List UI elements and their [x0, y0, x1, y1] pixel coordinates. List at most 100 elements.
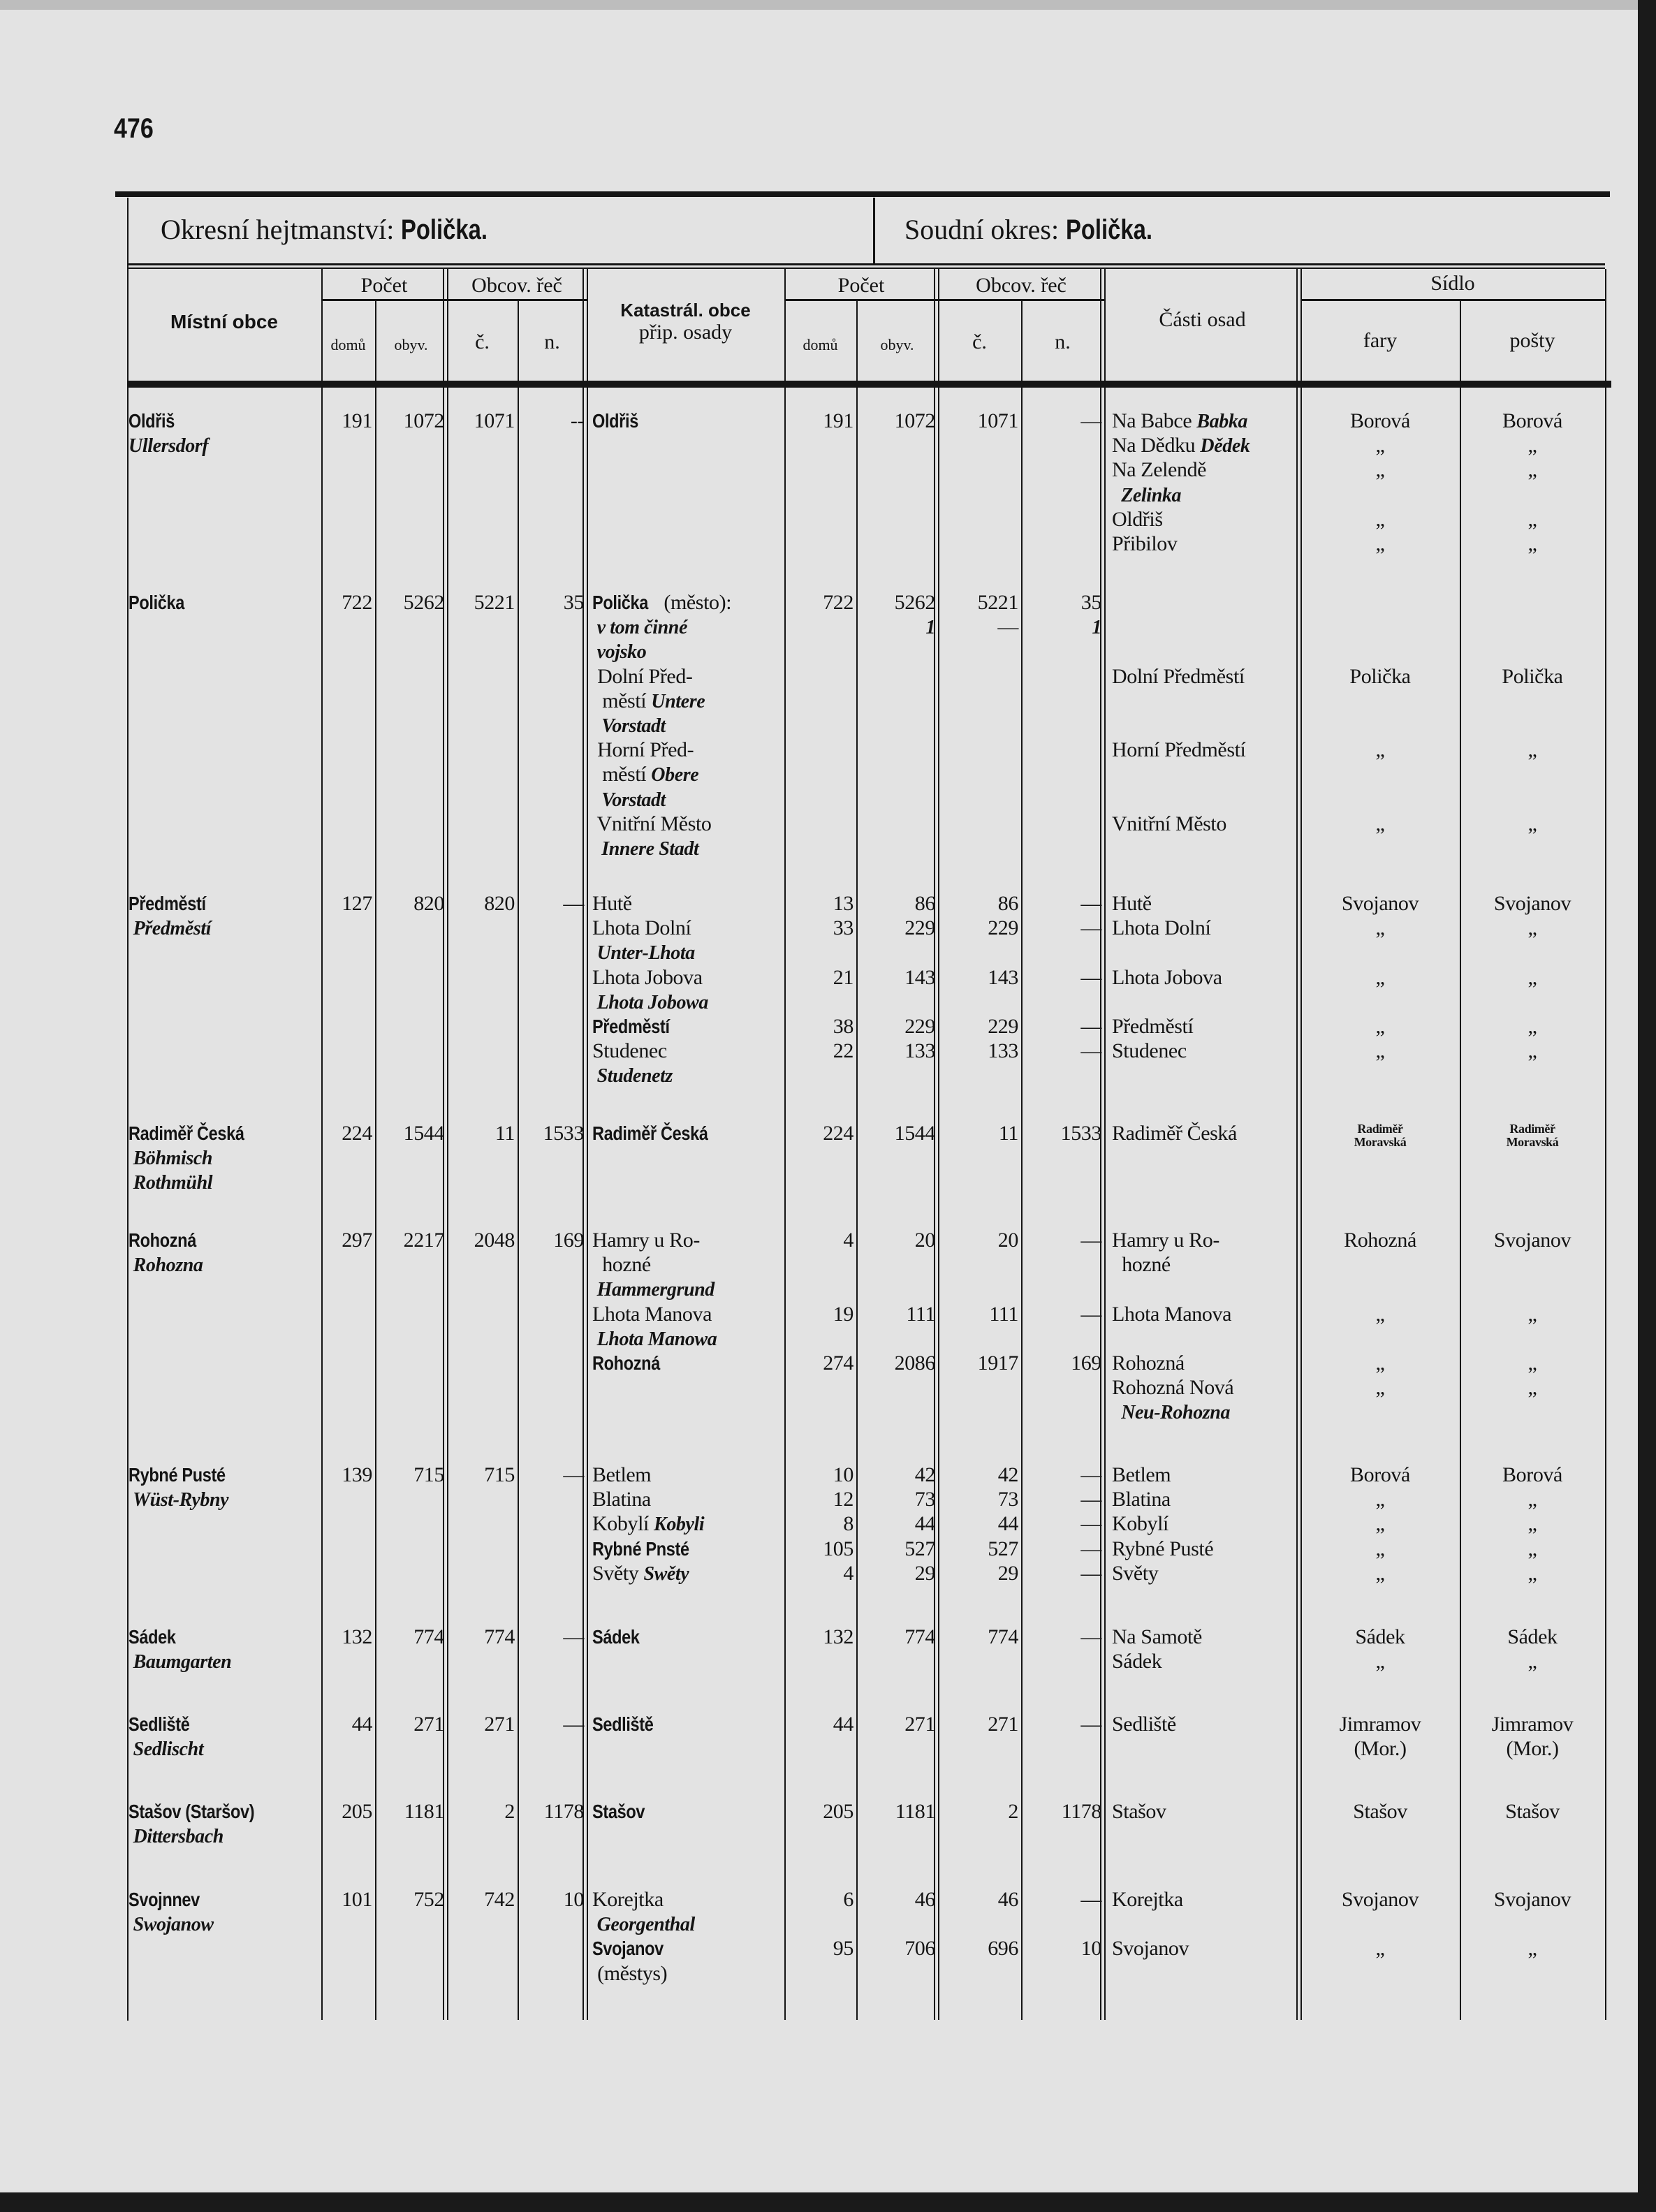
cell-nemecky-2: — — [1080, 409, 1101, 432]
cell-domu-2: 44 — [833, 1713, 854, 1736]
header-obcov-rec-2: Obcov. řeč — [976, 274, 1067, 297]
text: (město): — [659, 591, 732, 614]
cell-cesky-2: 111 — [989, 1302, 1018, 1326]
cell-katastralni-obec: Vnitřní Město — [592, 812, 712, 835]
column-rule — [587, 269, 588, 2020]
cell-posta: Polička — [1502, 664, 1563, 688]
ditto-mark: „ — [1375, 738, 1385, 762]
cell-cast-osady: Lhota Jobova — [1112, 965, 1222, 989]
place-name: Oldřiš — [129, 410, 175, 432]
cell-mistni-obec: Oldřiš — [129, 409, 321, 433]
cell-posta: Svojanov — [1493, 1229, 1571, 1252]
text: městí — [592, 763, 652, 786]
cell-posta: Radiměř Moravská — [1460, 1121, 1605, 1149]
cell-domu-2: 6 — [843, 1888, 853, 1911]
pocet-2-subrule — [784, 299, 1104, 301]
cell-cesky: 11 — [494, 1122, 515, 1145]
cell-obyv-2: 133 — [904, 1039, 935, 1063]
place-name: Předměstí — [592, 1016, 670, 1037]
cell-cesky-2: 11 — [998, 1122, 1018, 1145]
cell-cesky-2: 86 — [997, 892, 1019, 915]
cell-cesky-2: 20 — [997, 1229, 1019, 1252]
german-name: Babka — [1196, 411, 1248, 432]
cell-cast-osady: Lhota Dolní — [1112, 916, 1211, 940]
german-name: Hammergrund — [592, 1279, 715, 1301]
cell-obyv: 752 — [413, 1888, 444, 1911]
cell-cast-osady: Sedliště — [1112, 1713, 1176, 1736]
place-name: Polička — [592, 592, 649, 613]
ditto-mark: „ — [1527, 1650, 1537, 1673]
cell-cast-osady: Oldřiš — [1112, 507, 1163, 531]
cell-fara: Jimramov — [1339, 1713, 1421, 1736]
cell-katastralni-obec: Lhota Manowa — [592, 1326, 784, 1351]
cell-nemecky-2: — — [1080, 1561, 1101, 1585]
header-obyv: obyv. — [394, 336, 428, 353]
ditto-mark: „ — [1375, 1937, 1385, 1961]
cell-cast-osady: Stašov — [1112, 1800, 1166, 1823]
district-title: Okresní hejtmanství: Polička. — [161, 213, 507, 246]
scan-bottom-edge — [0, 2192, 1656, 2212]
cell-nemecky-2: 1178 — [1061, 1800, 1102, 1823]
german-name: Studenetz — [592, 1065, 673, 1087]
cell-cast-osady: Přibilov — [1112, 532, 1178, 555]
header-n-2: n. — [1055, 330, 1071, 353]
ditto-mark: „ — [1375, 1015, 1385, 1038]
cell-cesky: 774 — [484, 1625, 515, 1648]
cell-nemecky-2: — — [1080, 965, 1101, 989]
cell-obyv-2: 774 — [904, 1625, 935, 1648]
ditto-mark: „ — [1375, 1537, 1385, 1560]
cell-nemecky: 35 — [563, 591, 585, 614]
cell-cast-osady: Betlem — [1112, 1463, 1171, 1486]
ditto-mark: „ — [1375, 507, 1385, 531]
place-name: Oldřiš — [592, 410, 638, 432]
ditto-mark: „ — [1527, 1376, 1537, 1400]
small-note: Radiměř Moravská — [1506, 1122, 1559, 1149]
cell-domu: 205 — [342, 1800, 372, 1823]
german-name: Rohozna — [129, 1254, 203, 1277]
german-name: Dědek — [1200, 435, 1250, 457]
german-name: v tom činné — [592, 617, 688, 639]
court-title: Soudní okres: Polička. — [904, 213, 1171, 246]
ditto-mark: „ — [1375, 458, 1385, 482]
cell-posta: Stašov — [1505, 1800, 1560, 1823]
ditto-mark: „ — [1527, 1488, 1537, 1511]
ditto-mark: „ — [1527, 507, 1537, 531]
cell-cesky-2: 229 — [988, 1015, 1018, 1038]
cell-cesky-2: 73 — [997, 1488, 1019, 1511]
ditto-mark: „ — [1527, 1039, 1537, 1063]
cell-cast-osady: Hamry u Ro- — [1112, 1229, 1219, 1252]
cell-obyv-2: 229 — [904, 1015, 935, 1038]
cell-katastralni-obec: Lhota Jobova — [592, 965, 703, 989]
cell-nemecky: — — [563, 1625, 584, 1648]
cell-domu: 44 — [351, 1713, 373, 1736]
header-domu-2: domů — [803, 336, 838, 353]
german-name: Předměstí — [129, 918, 212, 940]
cell-nemecky-2: 1533 — [1060, 1122, 1102, 1145]
cell-cast-osady: Předměstí — [1112, 1015, 1194, 1038]
cell-posta: Borová — [1502, 409, 1562, 432]
cell-obyv-2: 111 — [906, 1302, 935, 1326]
cell-nemecky-2: 35 — [1080, 591, 1102, 614]
sidlo-subrule — [1300, 299, 1605, 301]
german-name: Innere Stadt — [592, 838, 699, 860]
cell-cesky: 820 — [484, 892, 515, 915]
column-rule-double — [934, 269, 935, 2020]
cell-mistni-obec: Wüst-Rybny — [129, 1487, 321, 1511]
ditto-mark: „ — [1527, 1937, 1537, 1961]
cell-domu-2: 224 — [823, 1122, 853, 1145]
column-rule — [1460, 301, 1461, 2020]
german-name: Vorstadt — [592, 715, 666, 737]
german-name: Swěty — [643, 1562, 689, 1585]
title-rule-2 — [127, 268, 1605, 269]
cell-katastralni-obec: Betlem — [592, 1463, 652, 1486]
ditto-mark: „ — [1527, 1352, 1537, 1375]
cell-katastralni-obec: Lhota Dolní — [592, 916, 691, 940]
german-name: Unter-Lhota — [592, 942, 696, 965]
cell-nemecky-2: 10 — [1080, 1937, 1102, 1961]
cell-katastralni-obec: Polička (město): — [592, 590, 784, 615]
cell-obyv-2: 42 — [914, 1463, 936, 1486]
cell-obyv-2: 73 — [914, 1488, 936, 1511]
ditto-mark: „ — [1527, 965, 1537, 989]
cell-domu: 132 — [342, 1625, 372, 1648]
cell-nemecky: — — [563, 1463, 584, 1486]
